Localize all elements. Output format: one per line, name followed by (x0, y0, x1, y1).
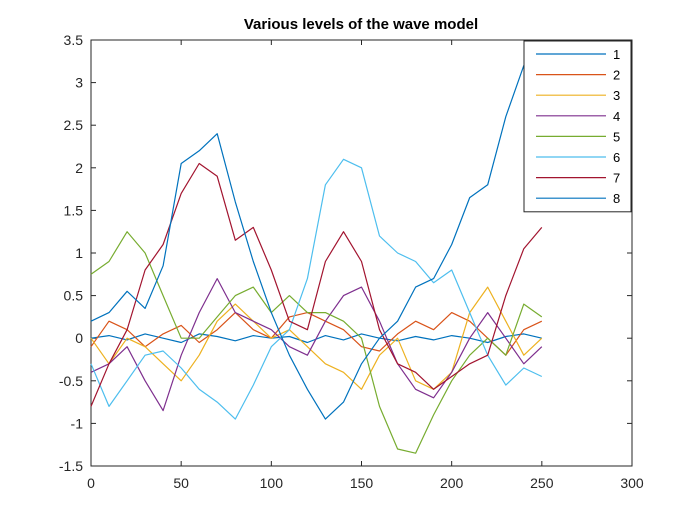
y-tick-label: -1 (71, 415, 84, 431)
series-line-7 (90, 162, 543, 407)
y-tick-label: 0 (75, 330, 83, 346)
legend-label: 4 (613, 109, 620, 124)
series-line-2 (90, 312, 543, 356)
series-line-5 (90, 231, 543, 454)
axis-ticks: 0 50 100 150 200 250 300 -1.5 -1 -0.5 0 0.5 1 1.5 2 2.5… (59, 32, 644, 491)
y-tick-label: 1 (75, 245, 83, 261)
y-tick-label: 0.5 (64, 288, 84, 304)
y-tick-label: 3.5 (64, 32, 84, 48)
series-line-8 (90, 60, 542, 420)
legend-label: 8 (613, 191, 620, 206)
legend-label: 2 (613, 68, 620, 83)
x-tick-label: 0 (87, 475, 95, 491)
x-tick-label: 200 (440, 475, 464, 491)
series-line-3 (90, 286, 543, 390)
legend: 1 2 3 4 5 6 7 8 (523, 40, 632, 213)
legend-label: 5 (613, 129, 620, 144)
y-tick-label: 3 (75, 75, 83, 91)
series-line-6 (90, 158, 543, 420)
x-tick-label: 300 (620, 475, 644, 491)
y-tick-label: -0.5 (59, 373, 83, 389)
series-lines (90, 60, 543, 454)
x-tick-label: 50 (173, 475, 189, 491)
y-tick-label: 2 (75, 160, 83, 176)
chart-title: Various levels of the wave model (244, 16, 478, 33)
y-tick-label: 2.5 (64, 117, 84, 133)
y-tick-label: 1.5 (64, 202, 84, 218)
legend-label: 3 (613, 88, 620, 103)
legend-label: 6 (613, 150, 620, 165)
legend-box (523, 40, 632, 213)
x-tick-label: 150 (350, 475, 374, 491)
x-tick-label: 250 (530, 475, 554, 491)
legend-label: 7 (613, 171, 620, 186)
legend-label: 1 (613, 47, 620, 62)
series-line-4 (90, 278, 543, 412)
y-tick-label: -1.5 (59, 458, 83, 474)
x-tick-label: 100 (260, 475, 284, 491)
